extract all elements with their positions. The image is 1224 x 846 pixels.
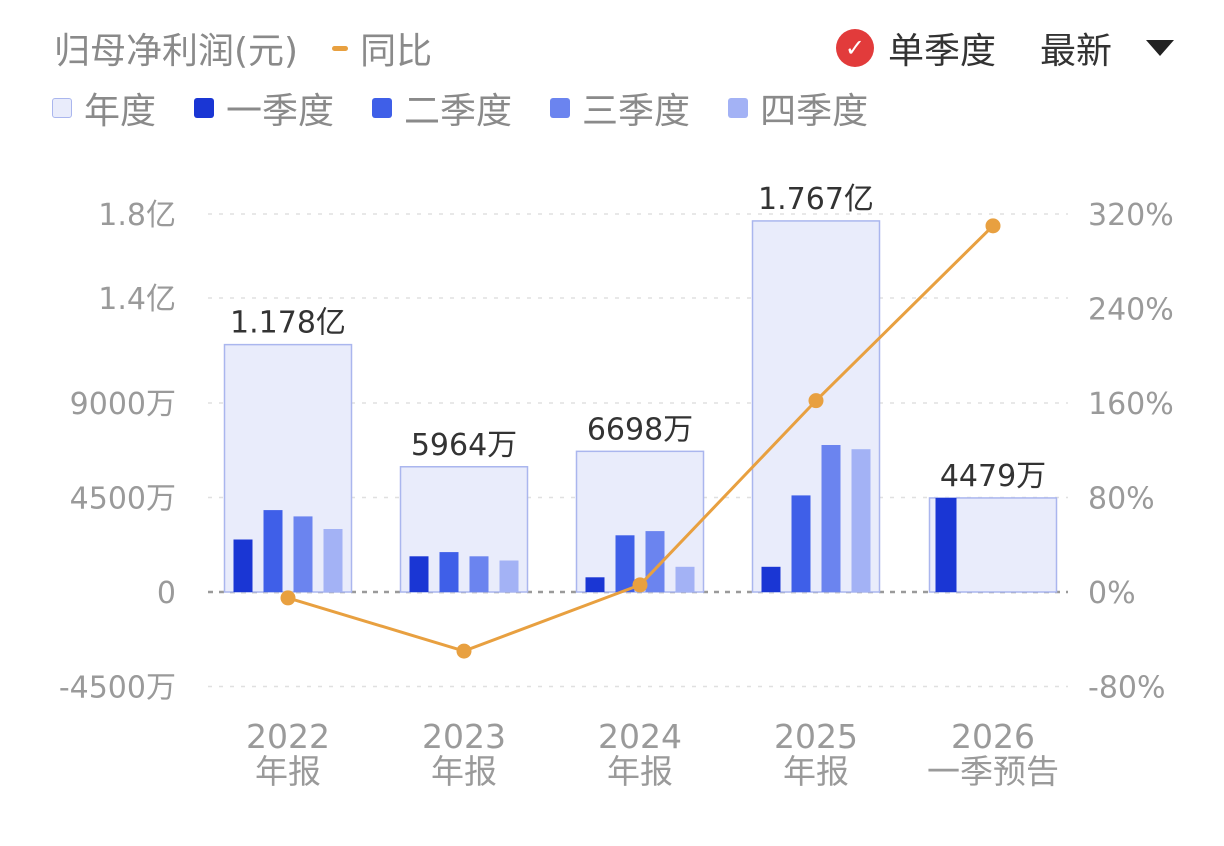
y-left-tick-label: 1.4亿 (98, 282, 176, 317)
yoy-point (808, 393, 824, 409)
quarter-bar-q2 (263, 510, 283, 592)
y-right-tick-label: 80% (1088, 482, 1155, 517)
legend-label-q4: 四季度 (760, 91, 869, 132)
legend-label-q3: 三季度 (582, 91, 691, 132)
legend-label-q2: 二季度 (404, 91, 513, 132)
quarter-bar-q3 (821, 445, 841, 592)
quarter-bar-q1 (585, 577, 605, 592)
quarter-bar-q3 (469, 556, 489, 592)
quarter-bar-q4 (499, 560, 519, 592)
x-tick-label-period: 一季预告 (927, 752, 1059, 791)
yoy-legend-label[interactable]: 同比 (360, 31, 433, 72)
legend-label-annual: 年度 (84, 91, 157, 132)
sort-dropdown-label[interactable]: 最新 (1039, 31, 1112, 72)
legend-label-q1: 一季度 (226, 91, 335, 132)
quarter-bar-q2 (791, 495, 811, 592)
quarter-bar-q3 (293, 516, 313, 592)
x-tick-label-year: 2022 (246, 717, 330, 756)
y-right-tick-label: -80% (1088, 671, 1166, 706)
legend-item-q1[interactable]: 一季度 (194, 82, 334, 134)
chart-header: 归母净利润(元) 同比 ✓ 单季度 最新 年度 一季度 二季度 三季度 四季度 (0, 0, 1224, 140)
x-tick-label-year: 2023 (422, 717, 506, 756)
y-left-tick-label: -4500万 (59, 671, 176, 706)
x-tick-label-year: 2024 (598, 717, 682, 756)
annual-value-label: 6698万 (587, 412, 693, 447)
annual-value-label: 4479万 (940, 459, 1046, 494)
legend-swatch-q3 (550, 98, 571, 118)
x-tick-label-period: 年报 (255, 752, 321, 791)
quarter-bar-q4 (851, 449, 871, 592)
quarter-bar-q1 (935, 497, 957, 592)
annual-value-label: 5964万 (411, 428, 517, 463)
x-tick-label-period: 年报 (607, 752, 673, 791)
legend-swatch-annual (52, 98, 72, 118)
y-left-tick-label: 0 (157, 576, 176, 611)
legend-item-q4[interactable]: 四季度 (728, 82, 868, 134)
y-left-tick-label: 4500万 (70, 482, 176, 517)
annual-value-label: 1.178亿 (230, 306, 346, 341)
y-right-tick-label: 240% (1088, 293, 1174, 328)
legend-item-q2[interactable]: 二季度 (372, 82, 512, 134)
legend-swatch-q2 (372, 98, 393, 118)
yoy-point (985, 218, 1001, 234)
legend-swatch-q4 (728, 98, 749, 118)
title-row: 归母净利润(元) 同比 (54, 22, 432, 74)
quarter-bar-q2 (615, 535, 635, 592)
chart-title: 归母净利润(元) (54, 31, 299, 72)
legend-item-q3[interactable]: 三季度 (550, 82, 690, 134)
quarter-bar-q4 (323, 529, 343, 592)
single-quarter-toggle[interactable]: 单季度 (887, 31, 996, 72)
quarter-bar-q3 (645, 531, 665, 592)
yoy-point (456, 643, 472, 659)
quarter-bar-q1 (761, 566, 781, 592)
check-icon[interactable]: ✓ (835, 29, 874, 67)
y-right-tick-label: 160% (1088, 387, 1174, 422)
quarter-bar-q2 (439, 552, 459, 592)
legend-swatch-q1 (194, 98, 215, 118)
legend: 年度 一季度 二季度 三季度 四季度 (52, 82, 906, 134)
x-tick-label-period: 年报 (431, 752, 497, 791)
x-tick-label-year: 2026 (951, 717, 1035, 756)
chevron-down-icon[interactable] (1146, 40, 1174, 56)
legend-item-annual[interactable]: 年度 (52, 82, 156, 134)
annual-value-label: 1.767亿 (758, 182, 874, 217)
quarter-bar-q1 (233, 539, 253, 592)
y-right-tick-label: 0% (1088, 576, 1136, 611)
quarter-bar-q4 (675, 566, 695, 592)
yoy-point (280, 590, 296, 606)
yoy-point (632, 577, 648, 593)
yoy-legend-marker (332, 45, 349, 51)
quarter-bar-q1 (409, 556, 429, 592)
controls: ✓ 单季度 最新 (835, 22, 1174, 74)
x-tick-label-year: 2025 (774, 717, 858, 756)
y-left-tick-label: 9000万 (70, 387, 176, 422)
y-left-tick-label: 1.8亿 (98, 198, 176, 233)
y-right-tick-label: 320% (1088, 198, 1174, 233)
x-tick-label-period: 年报 (783, 752, 849, 791)
